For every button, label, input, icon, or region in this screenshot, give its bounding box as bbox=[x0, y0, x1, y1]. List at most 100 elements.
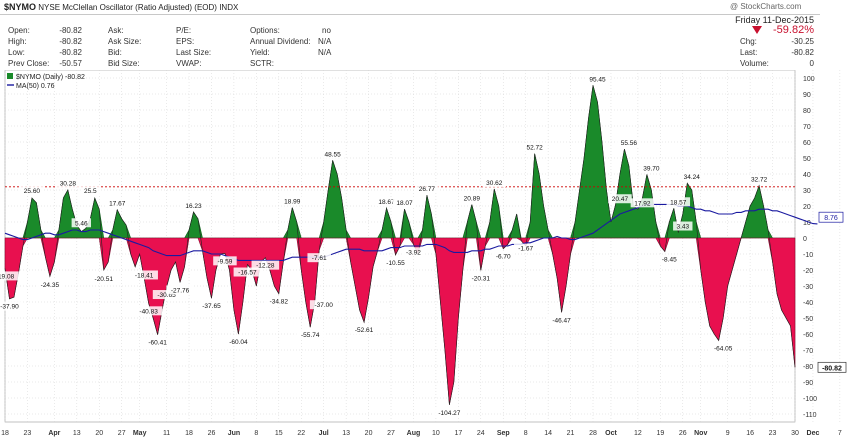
data-label-bg bbox=[433, 407, 466, 417]
x-tick-label: 16 bbox=[746, 430, 754, 437]
ma-value-box bbox=[818, 211, 844, 223]
data-label: 52.72 bbox=[527, 145, 544, 152]
nymo-line bbox=[4, 85, 796, 405]
data-label-bg bbox=[547, 315, 576, 325]
x-tick-label: 26 bbox=[208, 430, 216, 437]
data-label: -24.35 bbox=[41, 282, 60, 289]
data-label-bg bbox=[130, 270, 158, 280]
data-label: -37.90 bbox=[0, 304, 19, 311]
data-label-bg bbox=[350, 325, 378, 335]
data-label: -37.65 bbox=[202, 303, 221, 310]
y-tick-label: 90 bbox=[803, 92, 811, 99]
x-tick-label: Jul bbox=[319, 430, 329, 437]
x-tick-label: 28 bbox=[589, 430, 597, 437]
data-label: 25.5 bbox=[84, 188, 97, 195]
data-label: -8.45 bbox=[662, 257, 677, 264]
y-tick-label: 60 bbox=[803, 140, 811, 147]
x-tick-label: 14 bbox=[544, 430, 552, 437]
y-tick-label: -50 bbox=[803, 316, 813, 323]
data-label-bg bbox=[466, 273, 495, 283]
y-tick-label: -60 bbox=[803, 332, 813, 339]
x-tick-label: 8 bbox=[254, 430, 258, 437]
yield-value: N/A bbox=[318, 48, 332, 57]
data-label: -6.70 bbox=[496, 254, 511, 261]
bid-label: Bid: bbox=[108, 48, 122, 57]
legend-label-ma: MA(50) 0.76 bbox=[16, 83, 55, 90]
x-tick-label: May bbox=[133, 430, 147, 437]
data-label-bg bbox=[374, 197, 399, 207]
data-label: -104.27 bbox=[438, 410, 460, 417]
data-label-bg bbox=[513, 243, 538, 253]
x-tick-label: 30 bbox=[791, 430, 799, 437]
quote-header: $NYMO NYSE McClellan Oscillator (Ratio A… bbox=[0, 0, 849, 70]
x-tick-label: Aug bbox=[407, 430, 421, 437]
low-label: Low: bbox=[8, 48, 25, 57]
data-label-bg bbox=[197, 301, 226, 311]
high-value: -80.82 bbox=[59, 37, 82, 46]
x-tick-label: 18 bbox=[185, 430, 193, 437]
asksize-label: Ask Size: bbox=[108, 37, 142, 46]
data-label: -30.65 bbox=[157, 292, 176, 299]
data-label: -40.83 bbox=[139, 308, 158, 315]
data-label-bg bbox=[36, 279, 64, 289]
y-tick-label: 100 bbox=[803, 76, 815, 83]
data-label-bg bbox=[617, 138, 641, 148]
open-label: Open: bbox=[8, 26, 30, 35]
last-value-box bbox=[817, 361, 847, 373]
data-label-bg bbox=[482, 178, 507, 188]
chg-label: Chg: bbox=[740, 37, 757, 46]
data-label-bg bbox=[392, 198, 417, 208]
x-tick-label: 7 bbox=[838, 430, 842, 437]
x-tick-label: Jun bbox=[228, 430, 240, 437]
data-label-bg bbox=[143, 337, 172, 347]
data-label: 20.89 bbox=[464, 196, 481, 203]
data-label-bg bbox=[307, 253, 331, 263]
data-label: -1.67 bbox=[518, 246, 533, 253]
legend-swatch-nymo bbox=[7, 73, 13, 79]
y-tick-label: -110 bbox=[803, 412, 817, 419]
x-tick-label: 13 bbox=[73, 430, 81, 437]
data-label-bg bbox=[680, 172, 704, 182]
change-percent: -59.82% bbox=[773, 24, 814, 36]
oscillator-chart: 1009080706050403020100-10-20-30-40-50-60… bbox=[0, 70, 847, 437]
data-label: -52.61 bbox=[355, 327, 374, 334]
data-label: 3.43 bbox=[676, 224, 689, 231]
data-label-bg bbox=[522, 142, 547, 152]
last-value: -80.82 bbox=[791, 48, 814, 57]
data-label-bg bbox=[401, 247, 426, 257]
data-label-bg bbox=[309, 300, 338, 310]
data-label-bg bbox=[460, 193, 484, 203]
x-tick-label: Dec bbox=[807, 430, 820, 437]
data-label: 30.62 bbox=[486, 180, 503, 187]
data-label-bg bbox=[608, 194, 632, 204]
x-tick-label: 18 bbox=[1, 430, 9, 437]
eps-label: EPS: bbox=[176, 37, 195, 46]
data-label-bg bbox=[71, 218, 92, 228]
data-label-bg bbox=[213, 256, 237, 266]
sctr-label: SCTR: bbox=[250, 59, 274, 68]
symbol: $NYMO bbox=[4, 2, 37, 12]
x-tick-label: 23 bbox=[24, 430, 32, 437]
open-value: -80.82 bbox=[59, 26, 82, 35]
data-label: 32.72 bbox=[751, 177, 768, 184]
options-value: no bbox=[322, 26, 331, 35]
chg-value: -30.25 bbox=[791, 37, 814, 46]
x-tick-label: 24 bbox=[477, 430, 485, 437]
data-label-bg bbox=[105, 198, 129, 208]
data-label: -37.00 bbox=[314, 302, 333, 309]
data-label: 18.57 bbox=[670, 199, 687, 206]
data-label-bg bbox=[415, 184, 439, 194]
x-tick-label: 27 bbox=[387, 430, 395, 437]
volume-label: Volume: bbox=[740, 59, 769, 68]
data-label: -60.41 bbox=[148, 340, 167, 347]
chart-title: $NYMO NYSE McClellan Oscillator (Ratio A… bbox=[4, 2, 238, 13]
data-label-bg bbox=[585, 74, 610, 84]
data-label-bg bbox=[280, 196, 305, 206]
y-tick-label: 50 bbox=[803, 156, 811, 163]
data-label: 39.70 bbox=[643, 165, 660, 172]
data-label-bg bbox=[251, 260, 280, 270]
data-label-bg bbox=[747, 174, 771, 184]
bidsize-label: Bid Size: bbox=[108, 59, 140, 68]
data-label-bg bbox=[381, 257, 410, 267]
ask-label: Ask: bbox=[108, 26, 124, 35]
